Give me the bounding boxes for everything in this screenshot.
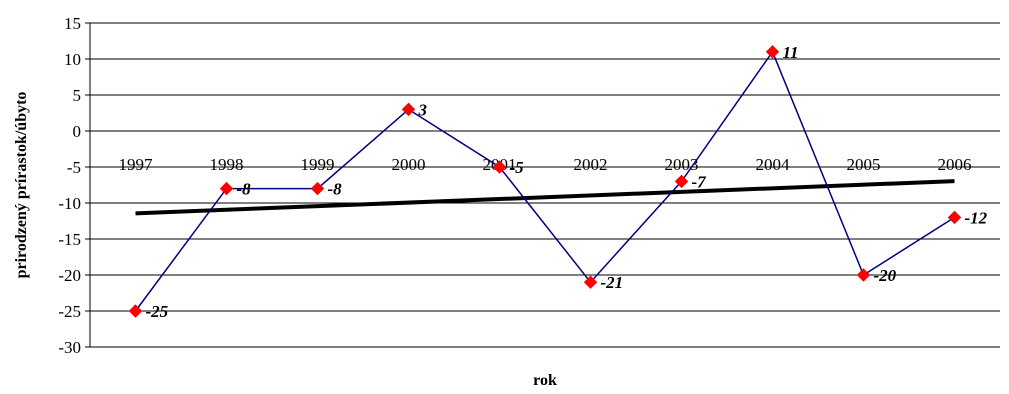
data-label: -25	[146, 302, 169, 321]
y-tick-label: 0	[73, 122, 82, 141]
y-tick-label: 10	[64, 50, 81, 69]
data-label: -20	[874, 266, 897, 285]
data-marker	[310, 181, 325, 196]
x-axis-ticks: 1997199819992000200120022003200420052006	[119, 155, 972, 174]
y-tick-label: -10	[58, 194, 81, 213]
data-marker	[765, 45, 780, 59]
x-tick-label: 2006	[938, 155, 972, 174]
y-tick-label: -20	[58, 266, 81, 285]
x-axis-title: rok	[533, 372, 557, 389]
y-tick-label: -30	[58, 338, 81, 357]
x-tick-label: 1998	[210, 155, 244, 174]
data-label: 11	[783, 43, 799, 62]
data-marker	[219, 181, 234, 196]
x-tick-label: 2005	[847, 155, 881, 174]
data-label: -5	[510, 158, 525, 177]
data-label: -8	[328, 180, 343, 199]
x-tick-label: 1997	[119, 155, 154, 174]
x-tick-label: 1999	[301, 155, 335, 174]
data-marker	[128, 304, 143, 318]
y-axis-ticks: 15 10 5 0 -5 -10 -15 -20 -25 -30	[58, 14, 90, 357]
data-label: -21	[601, 273, 624, 292]
data-marker	[947, 210, 962, 225]
data-marker	[492, 160, 507, 174]
data-marker	[856, 268, 871, 282]
series-line	[134, 50, 955, 312]
data-marker	[401, 102, 416, 117]
y-tick-label: 15	[64, 14, 81, 33]
y-tick-label: -25	[58, 302, 81, 321]
y-tick-label: 5	[73, 86, 82, 105]
x-tick-label: 2000	[392, 155, 426, 174]
y-axis-title: prirodzený prírastok/úbyto	[13, 92, 30, 279]
data-marker	[583, 275, 598, 289]
data-marker	[674, 174, 689, 189]
data-label: -12	[965, 208, 988, 227]
x-tick-label: 2002	[574, 155, 608, 174]
data-markers	[128, 45, 962, 318]
data-label: 3	[418, 100, 428, 119]
gridlines	[90, 22, 1000, 348]
y-tick-label: -5	[67, 158, 81, 177]
x-tick-label: 2004	[756, 155, 791, 174]
data-label: -8	[237, 180, 252, 199]
y-tick-label: -15	[58, 230, 81, 249]
data-labels: -25 -8 -8 3 -5 -21 -7 11 -20 -12	[146, 43, 988, 321]
trendline	[135, 179, 955, 216]
data-label: -7	[692, 172, 708, 191]
